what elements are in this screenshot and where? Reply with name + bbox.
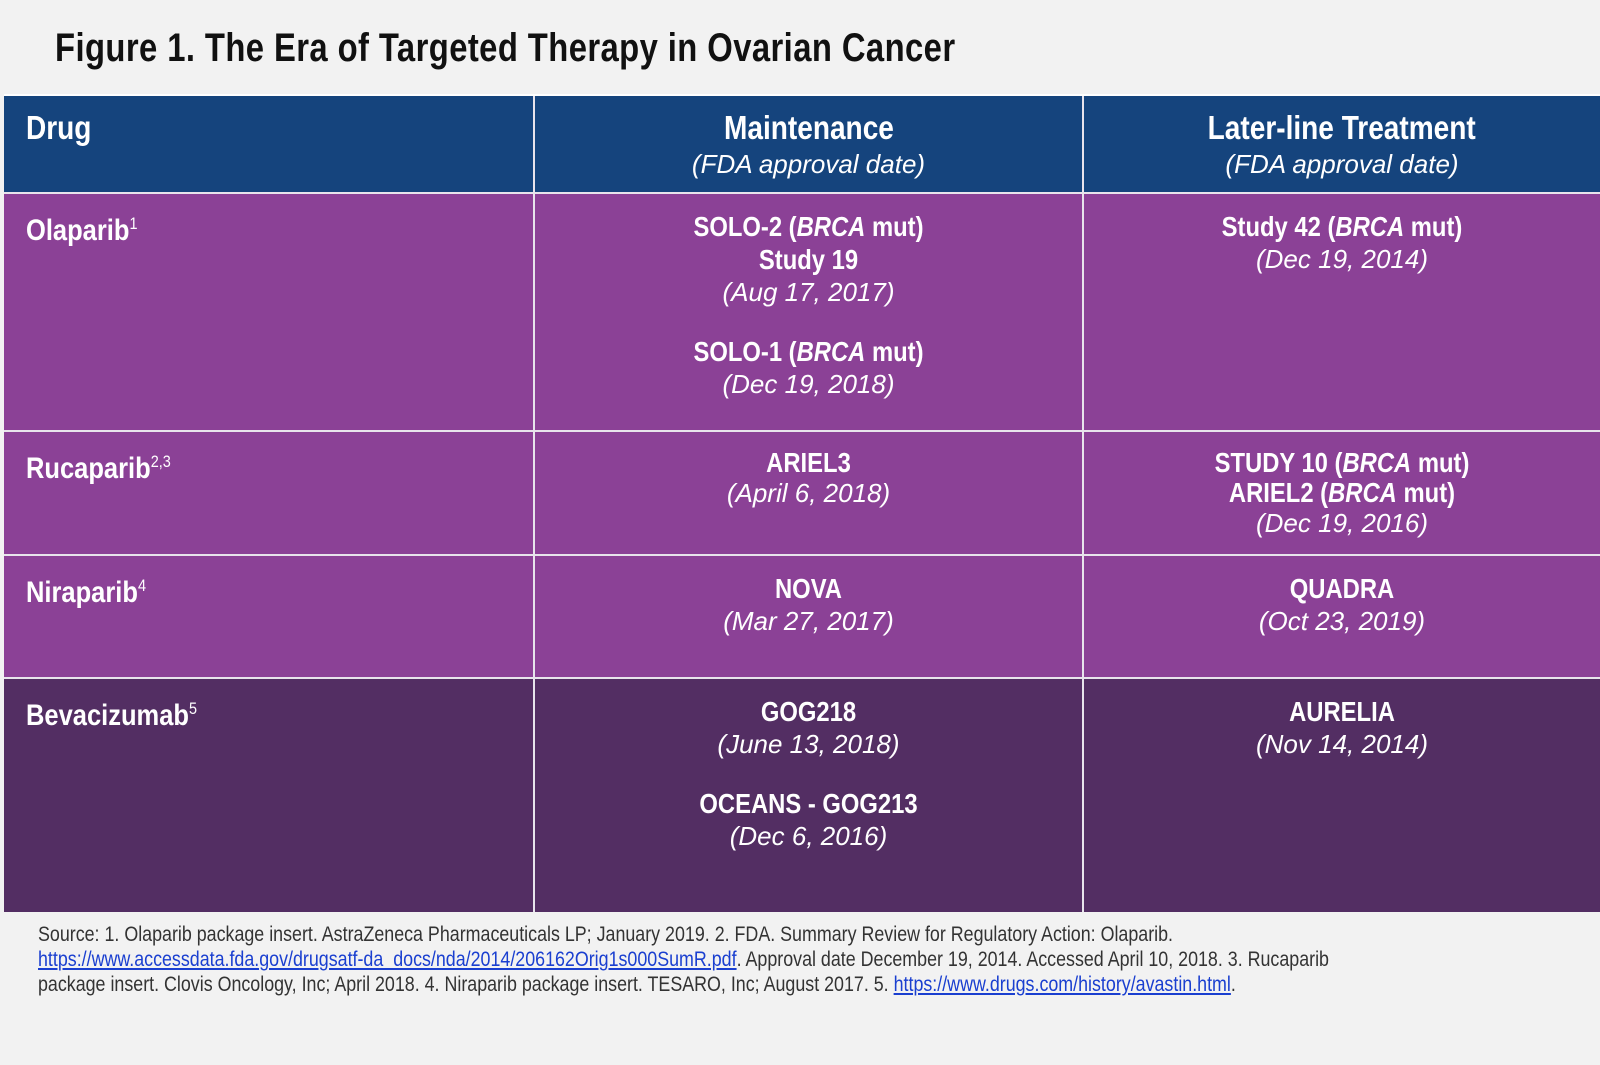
approval-date: (Oct 23, 2019) [1258,606,1426,636]
later-line-cell: QUADRA (Oct 23, 2019) [1084,556,1600,677]
trial-entry: OCEANS - GOG213 (Dec 6, 2016) [535,787,1082,853]
maintenance-cell: SOLO-2 (BRCA mut) Study 19 (Aug 17, 2017) S… [535,194,1084,430]
source-link-drugs[interactable]: https://www.drugs.com/history/avastin.ht… [893,973,1231,996]
table-header-row: Drug Maintenance (FDA approval date) Lat… [4,96,1600,194]
drug-cell: Rucaparib2,3 [4,432,535,554]
trial-name: Study 19 [758,244,859,275]
trial-name: AURELIA [1289,696,1395,727]
trial-name: NOVA [774,573,842,604]
trial-entry: SOLO-1 (BRCA mut) (Dec 19, 2018) [535,335,1082,401]
trial-entry: AURELIA (Nov 14, 2014) [1084,695,1600,761]
approval-date: (Dec 6, 2016) [729,821,888,851]
approval-date: (Mar 27, 2017) [723,606,894,636]
approval-date: (Dec 19, 2014) [1256,244,1428,274]
header-maintenance: Maintenance (FDA approval date) [535,96,1084,192]
trial-entry: SOLO-2 (BRCA mut) Study 19 (Aug 17, 2017) [535,210,1082,309]
figure-title: Figure 1. The Era of Targeted Therapy in… [55,26,956,70]
approval-date: (Nov 14, 2014) [1256,729,1428,759]
table-row-bevacizumab: Bevacizumab5 GOG218 (June 13, 2018) OCEANS… [4,679,1600,912]
later-line-cell: STUDY 10 (BRCA mut) ARIEL2 (BRCA mut) (Dec… [1084,432,1600,554]
drug-name: Rucaparib2,3 [26,452,171,485]
table-row-olaparib: Olaparib1 SOLO-2 (BRCA mut) Study 19 (Aug … [4,194,1600,432]
drug-name: Olaparib1 [26,214,138,247]
source-link-fda[interactable]: https://www.accessdata.fda.gov/drugsatf-… [38,948,737,971]
header-later-line: Later-line Treatment (FDA approval date) [1207,109,1477,179]
trial-entry: STUDY 10 (BRCA mut) ARIEL2 (BRCA mut) (Dec… [1084,447,1600,539]
trial-name: ARIEL2 (BRCA mut) [1228,477,1456,508]
trial-name: OCEANS - GOG213 [699,788,918,819]
trial-entry: Study 42 (BRCA mut) (Dec 19, 2014) [1084,210,1600,276]
later-line-cell: Study 42 (BRCA mut) (Dec 19, 2014) [1084,194,1600,430]
approval-table: Drug Maintenance (FDA approval date) Lat… [4,94,1600,912]
approval-date: (April 6, 2018) [726,478,891,508]
maintenance-cell: NOVA (Mar 27, 2017) [535,556,1084,677]
table-row-niraparib: Niraparib4 NOVA (Mar 27, 2017) QUADRA (Oct… [4,556,1600,679]
trial-entry: GOG218 (June 13, 2018) [535,695,1082,761]
trial-name: SOLO-2 (BRCA mut) [693,211,924,242]
header-drug: Drug [4,96,535,192]
source-footnote: Source: 1. Olaparib package insert. Astr… [38,923,1329,996]
approval-date: (Aug 17, 2017) [722,277,895,307]
trial-name: STUDY 10 (BRCA mut) [1214,447,1470,478]
later-line-cell: AURELIA (Nov 14, 2014) [1084,679,1600,912]
trial-entry: ARIEL3 (April 6, 2018) [535,447,1082,509]
table-row-rucaparib: Rucaparib2,3 ARIEL3 (April 6, 2018) STUDY… [4,432,1600,556]
trial-entry: NOVA (Mar 27, 2017) [535,572,1082,638]
trial-name: ARIEL3 [766,447,851,478]
approval-date: (Dec 19, 2016) [1256,508,1428,538]
drug-cell: Olaparib1 [4,194,535,430]
approval-date: (Dec 19, 2018) [722,369,895,399]
drug-name: Bevacizumab5 [26,699,198,732]
trial-name: GOG218 [760,696,857,727]
drug-name: Niraparib4 [26,576,147,609]
drug-cell: Niraparib4 [4,556,535,677]
trial-name: Study 42 (BRCA mut) [1221,211,1463,242]
trial-name: QUADRA [1289,573,1395,604]
trial-name: SOLO-1 (BRCA mut) [693,336,924,367]
approval-date: (June 13, 2018) [717,729,900,759]
maintenance-cell: ARIEL3 (April 6, 2018) [535,432,1084,554]
maintenance-cell: GOG218 (June 13, 2018) OCEANS - GOG213 (Dec… [535,679,1084,912]
drug-cell: Bevacizumab5 [4,679,535,912]
trial-entry: QUADRA (Oct 23, 2019) [1084,572,1600,638]
